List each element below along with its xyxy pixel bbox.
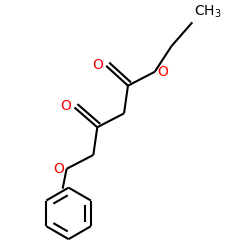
Text: O: O [158,65,168,79]
Text: O: O [61,100,72,114]
Text: O: O [92,58,103,72]
Text: CH$_3$: CH$_3$ [194,4,222,20]
Text: O: O [53,162,64,176]
